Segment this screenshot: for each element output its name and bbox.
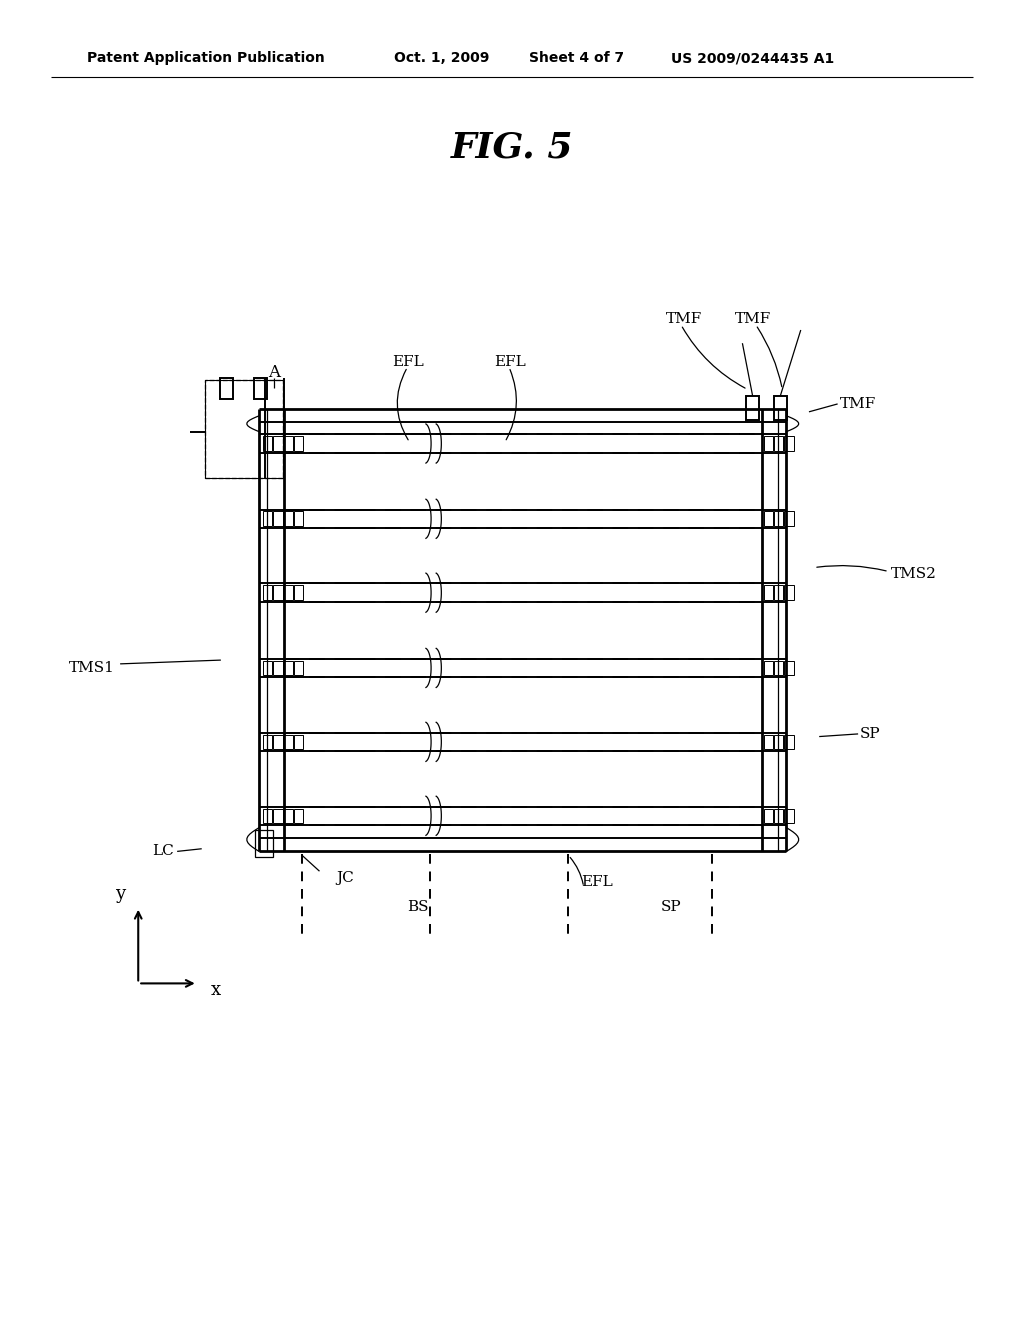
Bar [284,436,293,450]
Bar [764,661,773,676]
Bar [263,734,272,750]
Bar [263,808,272,824]
Bar [273,511,283,525]
Bar [284,808,293,824]
Text: TMF: TMF [840,397,876,411]
Bar [273,585,283,599]
Text: BS: BS [408,900,428,913]
Bar [764,585,773,599]
Bar [774,661,783,676]
Bar [764,734,773,750]
Text: EFL: EFL [582,875,613,888]
Bar [774,511,783,525]
Bar [263,585,272,599]
Text: y: y [115,884,125,903]
Bar [294,511,303,525]
Bar [774,436,783,450]
Bar [784,585,794,599]
Bar [263,436,272,450]
Bar [205,380,283,478]
Bar [784,808,794,824]
Text: TMS2: TMS2 [891,568,937,581]
Bar [784,734,794,750]
Text: SP: SP [860,727,881,741]
Bar [255,830,273,857]
Bar [273,436,283,450]
Bar [784,436,794,450]
Text: FIG. 5: FIG. 5 [451,131,573,165]
Text: Patent Application Publication: Patent Application Publication [87,51,325,65]
Text: US 2009/0244435 A1: US 2009/0244435 A1 [671,51,834,65]
Bar [745,396,760,420]
Bar [273,808,283,824]
Text: TMF: TMF [666,313,702,326]
Bar [284,734,293,750]
Bar [205,380,283,478]
Bar [774,396,787,420]
Bar [263,661,272,676]
Text: SP: SP [660,900,681,913]
Bar [284,661,293,676]
Bar [284,511,293,525]
Bar [774,585,783,599]
Bar [254,378,267,399]
Bar [294,808,303,824]
Text: x: x [211,981,221,999]
Text: EFL: EFL [494,355,526,368]
Text: EFL: EFL [391,355,424,368]
Bar [273,734,283,750]
Text: A: A [268,364,281,380]
Bar [294,734,303,750]
Bar [294,661,303,676]
Bar [784,511,794,525]
Bar [764,511,773,525]
Bar [273,661,283,676]
Bar [294,436,303,450]
Text: Oct. 1, 2009: Oct. 1, 2009 [394,51,489,65]
Bar [774,808,783,824]
Text: Sheet 4 of 7: Sheet 4 of 7 [529,51,625,65]
Bar [764,808,773,824]
Bar [774,734,783,750]
Bar [263,511,272,525]
Bar [284,585,293,599]
Text: JC: JC [336,871,353,884]
Text: LC: LC [153,845,174,858]
Text: TMF: TMF [734,313,771,326]
Bar [294,585,303,599]
Text: TMS1: TMS1 [69,661,115,675]
Bar [784,661,794,676]
Bar [764,436,773,450]
Bar [220,378,233,399]
